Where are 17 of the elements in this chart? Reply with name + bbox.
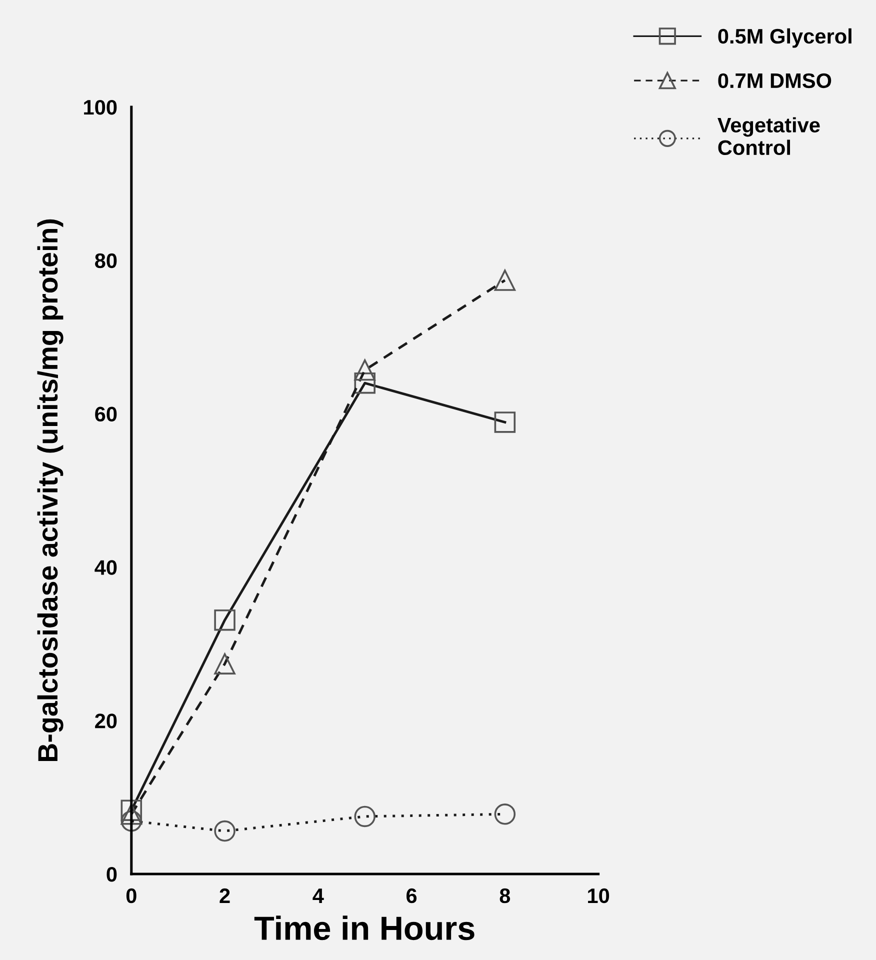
x-tick-label: 10 [588,888,610,904]
y-tick-label: 0 [106,866,117,882]
y-tick-label: 100 [84,100,117,115]
x-tick-label: 2 [220,888,230,903]
legend-label: Vegetative Control [718,117,820,156]
x-tick-label: 6 [406,888,417,904]
y-axis-title: B-galctosidase activity (units/mg protein) [37,219,64,762]
x-tick-label: 0 [126,888,136,904]
legend-label: 0.7M DMSO [718,73,832,88]
y-tick-label: 20 [95,714,117,728]
x-tick-label: 4 [312,888,324,903]
x-axis-title: Time in Hours [254,916,474,940]
y-tick-label: 60 [95,406,117,422]
x-tick-label: 8 [500,888,510,904]
y-tick-label: 80 [95,253,117,268]
y-tick-label: 40 [94,560,117,575]
legend-label: 0.5M Glycerol [718,28,852,48]
